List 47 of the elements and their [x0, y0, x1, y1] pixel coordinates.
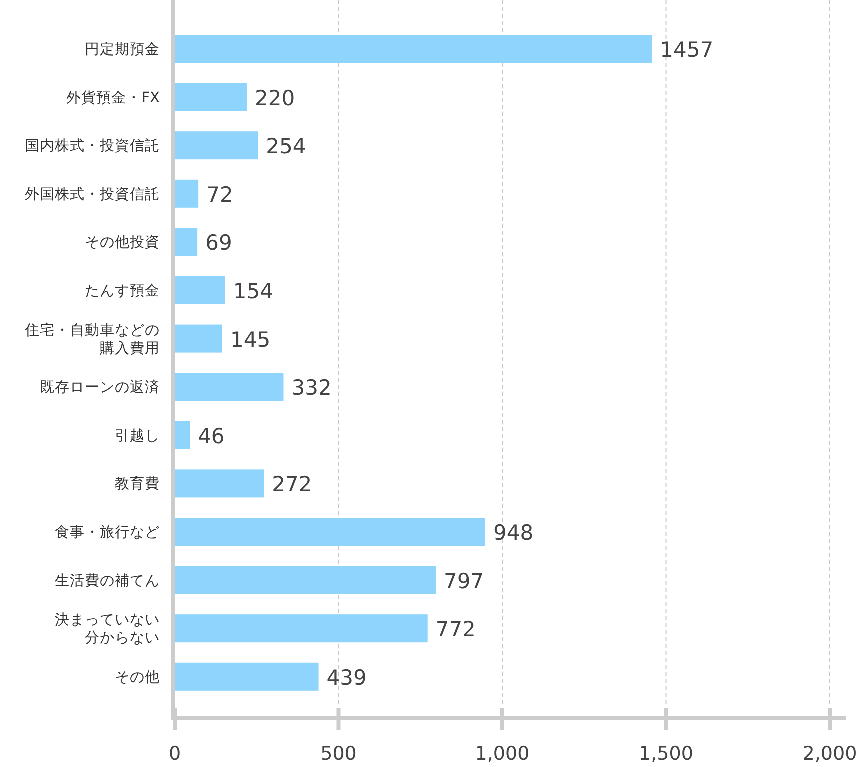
- y-tick-label: 外国株式・投資信託: [25, 186, 160, 203]
- x-tick-label: 0: [168, 743, 182, 765]
- bar: [175, 421, 190, 450]
- bar: [175, 470, 264, 498]
- x-tick-label: 500: [320, 743, 357, 765]
- y-tick-label: たんす預金: [85, 282, 160, 300]
- data-label: 46: [198, 424, 225, 448]
- y-tick-label: 住宅・自動車などの購入費用: [24, 322, 160, 357]
- bar: [175, 132, 258, 160]
- data-label: 72: [206, 182, 234, 207]
- bar: [175, 566, 436, 594]
- data-label: 272: [272, 472, 312, 497]
- y-tick-label: 既存ローンの返済: [40, 379, 160, 396]
- data-label: 220: [255, 86, 296, 110]
- x-tick-label: 2,000: [802, 743, 858, 765]
- data-label: 145: [230, 328, 271, 352]
- y-tick-label: 引越し: [115, 427, 160, 444]
- y-tick-label: その他投資: [85, 234, 160, 252]
- data-label: 254: [266, 134, 306, 159]
- data-label: 1457: [660, 38, 714, 62]
- y-tick-label: 食事・旅行など: [55, 524, 160, 541]
- data-label: 948: [493, 521, 534, 545]
- bar: [175, 228, 198, 256]
- y-tick-label: その他: [115, 668, 160, 686]
- bar: [175, 614, 428, 643]
- y-tick-label: 決まっていない分からない: [55, 612, 160, 647]
- y-tick-label: 外貨預金・FX: [66, 89, 160, 106]
- bar: [175, 518, 486, 546]
- x-tick-label: 1,000: [475, 743, 530, 765]
- x-tick-label: 1,500: [639, 743, 694, 765]
- data-label: 154: [233, 280, 274, 304]
- bar: [175, 373, 284, 402]
- y-tick-label: 教育費: [115, 476, 160, 493]
- y-tick-label: 国内株式・投資信託: [25, 138, 160, 155]
- data-label: 797: [444, 569, 484, 594]
- data-label: 772: [436, 618, 476, 642]
- bar: [175, 35, 652, 63]
- data-label: 439: [326, 666, 367, 690]
- data-label: 69: [206, 231, 232, 256]
- data-label: 332: [292, 376, 332, 400]
- bar: [175, 83, 248, 112]
- bar: [175, 180, 199, 208]
- y-tick-label: 生活費の補てん: [55, 572, 160, 590]
- bar: [175, 276, 226, 304]
- y-tick-label: 円定期預金: [85, 41, 160, 58]
- bar: [175, 324, 222, 353]
- bar: [175, 662, 319, 691]
